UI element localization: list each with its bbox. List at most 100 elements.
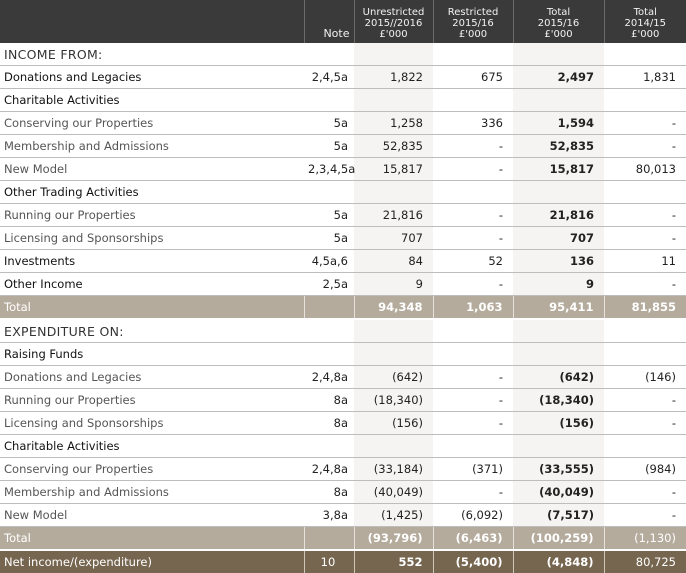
header-prior-year: Total 2014/15 £'000 [603,0,686,43]
subheading-row: Charitable Activities [0,434,686,458]
prior-year-cell: 80,013 [604,157,686,181]
restricted-cell [433,342,513,366]
total-cell: 707 [513,226,604,250]
row-label: Membership and Admissions [0,480,304,504]
total-cell: (4,848) [512,550,604,573]
row-label: Licensing and Sponsorships [0,411,304,435]
unrestricted-cell [354,342,433,366]
prior-year-cell: - [604,203,686,227]
table-row: Donations and Legacies 2,4,5a 1,822 675 2,49… [0,65,686,89]
unrestricted-cell: 15,817 [354,157,433,181]
total-cell [513,180,604,204]
row-label: Other Trading Activities [0,180,304,204]
note-cell [303,526,354,551]
row-label: Running our Properties [0,203,304,227]
note-cell [304,180,354,204]
note-cell: 2,4,5a [304,65,354,89]
restricted-cell [433,319,513,343]
note-cell [304,434,354,458]
unrestricted-cell: 1,822 [354,65,433,89]
header-unrestricted-line2: 2015//2016 [364,18,423,29]
net-income-row: Net income/(expenditure) 10 552 (5,400) (4,8… [0,550,686,573]
unrestricted-cell: (18,340) [354,388,433,412]
unrestricted-cell: (93,796) [353,526,433,551]
total-cell [513,342,604,366]
unrestricted-cell: 52,835 [354,134,433,158]
total-cell: 95,411 [512,295,604,320]
table-row: Running our Properties 5a 21,816-21,816- [0,203,686,227]
prior-year-cell: 81,855 [603,295,686,320]
total-cell [513,319,604,343]
unrestricted-cell: 21,816 [354,203,433,227]
prior-year-cell: - [604,411,686,435]
restricted-cell [433,88,513,112]
note-cell: 8a [304,388,354,412]
total-cell [513,88,604,112]
unrestricted-cell: 9 [354,272,433,296]
row-label: Running our Properties [0,388,304,412]
unrestricted-cell [354,319,433,343]
prior-year-cell [604,180,686,204]
unrestricted-cell: 552 [353,550,433,573]
prior-year-cell: (984) [604,457,686,481]
header-restricted-line1: Restricted [447,7,499,18]
section-heading-row: INCOME FROM: [0,43,686,66]
total-cell: 2,497 [513,65,604,89]
header-restricted-line3: £'000 [458,29,488,40]
note-cell: 5a [304,226,354,250]
restricted-cell: - [433,411,513,435]
header-total-line2: 2015/16 [537,18,580,29]
total-cell: (642) [513,365,604,389]
header-restricted-line2: 2015/16 [452,18,494,29]
note-cell: 8a [304,480,354,504]
note-cell: 2,5a [304,272,354,296]
prior-year-cell: (146) [604,365,686,389]
restricted-cell: (6,092) [433,503,513,527]
prior-year-cell [604,434,686,458]
header-unrestricted: Unrestricted 2015//2016 £'000 [353,0,433,43]
table-row: Conserving our Properties 2,4,8a (33,184) (… [0,457,686,481]
row-label: Donations and Legacies [0,365,304,389]
note-cell: 5a [304,203,354,227]
table-row: Running our Properties 8a (18,340) - (18,340… [0,388,686,412]
row-label: Donations and Legacies [0,65,304,89]
unrestricted-cell: 94,348 [353,295,433,320]
prior-year-cell [604,319,686,343]
table-row: Licensing and Sponsorships 8a (156) - (156) - [0,411,686,435]
unrestricted-cell [354,434,433,458]
note-cell [304,342,354,366]
unrestricted-cell [354,43,433,66]
unrestricted-cell: (33,184) [354,457,433,481]
note-cell: 10 [303,550,354,573]
header-total-line1: Total [546,7,571,18]
row-label: EXPENDITURE ON: [0,319,304,343]
header-unrestricted-line3: £'000 [379,29,408,40]
restricted-cell: - [433,157,513,181]
unrestricted-cell: (1,425) [354,503,433,527]
total-cell [513,434,604,458]
note-cell [304,319,354,343]
header-prior-line3: £'000 [631,29,660,40]
row-label: Conserving our Properties [0,457,304,481]
row-label: New Model [0,503,304,527]
total-cell: (156) [513,411,604,435]
prior-year-cell: 11 [604,249,686,273]
prior-year-cell: - [604,111,686,135]
header-note: Note [303,0,354,43]
note-cell: 2,4,8a [304,457,354,481]
row-label: Net income/(expenditure) [0,550,304,573]
total-cell [513,43,604,66]
total-cell: (18,340) [513,388,604,412]
note-cell: 4,5a,6 [304,249,354,273]
note-cell: 5a [304,134,354,158]
table-row: Membership and Admissions 5a 52,835-52,835… [0,134,686,158]
row-label: Other Income [0,272,304,296]
total-cell: (100,259) [512,526,604,551]
note-cell: 2,3,4,5a [304,157,355,181]
header-prior-line2: 2014/15 [624,18,667,29]
total-cell: (33,555) [513,457,604,481]
total-row: Total (93,796) (6,463) (100,259) (1,130) [0,526,686,551]
header-total-line3: £'000 [544,29,573,40]
prior-year-cell: 80,725 [603,550,686,573]
